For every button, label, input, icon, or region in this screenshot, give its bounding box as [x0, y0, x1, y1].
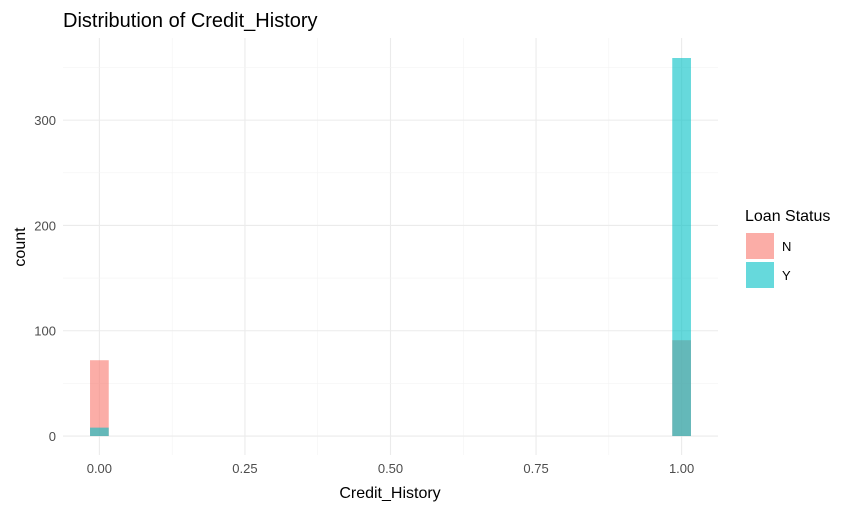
grid	[63, 38, 718, 455]
tick-labels: 0.00 0.25 0.50 0.75 1.00 0 100 200 300	[34, 113, 694, 476]
x-tick-label: 1.00	[669, 461, 694, 476]
bars	[90, 58, 691, 437]
x-axis-title: Credit_History	[339, 485, 440, 502]
legend-label-y: Y	[782, 268, 791, 283]
y-tick-label: 0	[49, 429, 56, 444]
x-tick-label: 0.75	[523, 461, 548, 476]
bar-n-0	[90, 360, 109, 437]
legend-label-n: N	[782, 239, 791, 254]
x-tick-label: 0.50	[378, 461, 403, 476]
bar-y-0	[90, 427, 109, 437]
y-tick-label: 200	[34, 218, 56, 233]
bar-y-1	[672, 58, 691, 437]
chart-title: Distribution of Credit_History	[63, 10, 318, 32]
x-tick-label: 0.00	[87, 461, 112, 476]
y-axis-title: count	[12, 227, 29, 267]
x-tick-label: 0.25	[232, 461, 257, 476]
legend-swatch-y	[746, 262, 774, 288]
y-tick-label: 300	[34, 113, 56, 128]
legend-swatch-n	[746, 233, 774, 259]
legend: Loan Status N Y	[745, 208, 830, 288]
legend-title: Loan Status	[745, 208, 830, 225]
y-tick-label: 100	[34, 324, 56, 339]
